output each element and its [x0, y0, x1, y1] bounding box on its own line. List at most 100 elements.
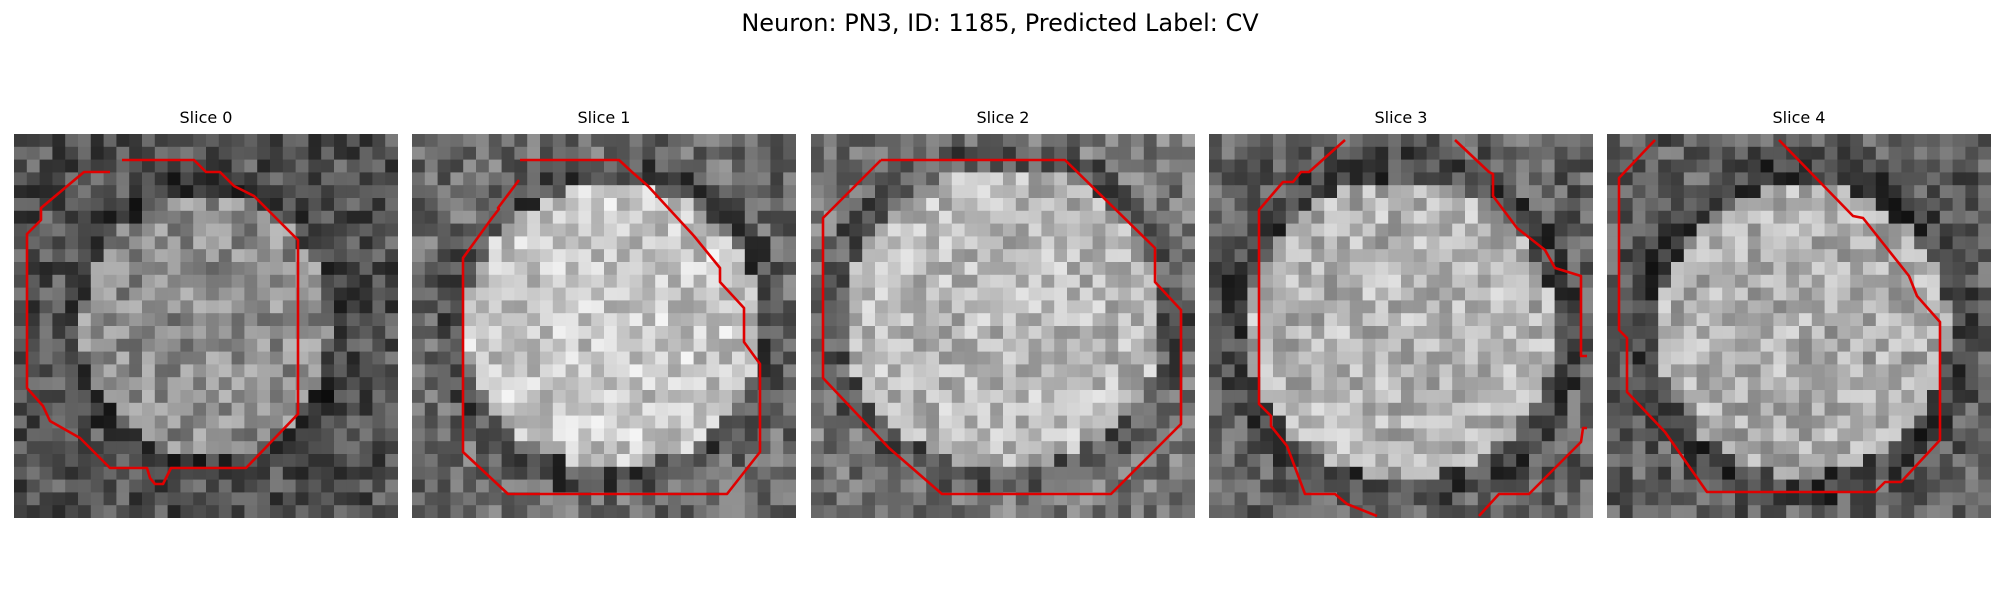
image-pixel — [1131, 287, 1145, 301]
image-pixel — [78, 249, 92, 263]
image-pixel — [1671, 454, 1685, 468]
image-pixel — [1439, 210, 1453, 224]
image-pixel — [1247, 249, 1261, 263]
image-pixel — [1118, 466, 1132, 480]
image-pixel — [629, 172, 643, 186]
image-pixel — [1965, 300, 1979, 314]
image-pixel — [1221, 236, 1235, 250]
image-pixel — [706, 287, 720, 301]
image-pixel — [1298, 198, 1312, 212]
image-pixel — [476, 287, 490, 301]
image-pixel — [1503, 415, 1517, 429]
image-pixel — [604, 505, 618, 518]
image-pixel — [1362, 236, 1376, 250]
image-pixel — [1632, 210, 1646, 224]
image-pixel — [142, 415, 156, 429]
image-pixel — [693, 146, 707, 160]
image-pixel — [1658, 415, 1672, 429]
image-pixel — [1067, 210, 1081, 224]
image-pixel — [629, 287, 643, 301]
image-pixel — [783, 236, 796, 250]
image-pixel — [1209, 505, 1223, 518]
image-pixel — [476, 377, 490, 391]
image-pixel — [116, 198, 130, 212]
image-pixel — [1671, 505, 1685, 518]
image-pixel — [218, 159, 232, 173]
image-pixel — [1375, 326, 1389, 340]
image-pixel — [616, 146, 630, 160]
image-pixel — [1503, 402, 1517, 416]
image-pixel — [1939, 185, 1953, 199]
image-pixel — [1324, 262, 1338, 276]
image-pixel — [295, 134, 309, 148]
image-pixel — [1426, 338, 1440, 352]
image-pixel — [1709, 146, 1723, 160]
image-pixel — [1811, 274, 1825, 288]
image-pixel — [1118, 454, 1132, 468]
image-pixel — [783, 134, 796, 148]
image-pixel — [1888, 402, 1902, 416]
image-pixel — [1632, 249, 1646, 263]
image-pixel — [1182, 479, 1195, 493]
image-pixel — [578, 185, 592, 199]
image-pixel — [591, 159, 605, 173]
image-pixel — [1028, 313, 1042, 327]
image-pixel — [206, 249, 220, 263]
image-pixel — [1247, 300, 1261, 314]
image-pixel — [578, 505, 592, 518]
image-pixel — [655, 415, 669, 429]
image-pixel — [1375, 492, 1389, 506]
image-pixel — [823, 402, 837, 416]
image-pixel — [655, 454, 669, 468]
image-pixel — [1580, 466, 1593, 480]
image-pixel — [1324, 505, 1338, 518]
image-pixel — [1079, 274, 1093, 288]
image-pixel — [129, 326, 143, 340]
image-pixel — [1863, 274, 1877, 288]
image-pixel — [770, 134, 784, 148]
image-pixel — [1978, 351, 1991, 365]
image-pixel — [142, 390, 156, 404]
image-pixel — [450, 274, 464, 288]
image-pixel — [14, 402, 28, 416]
image-pixel — [1477, 313, 1491, 327]
image-pixel — [604, 377, 618, 391]
image-pixel — [1337, 479, 1351, 493]
image-pixel — [1273, 326, 1287, 340]
image-pixel — [501, 300, 515, 314]
image-pixel — [244, 300, 258, 314]
image-pixel — [1799, 351, 1813, 365]
image-pixel — [783, 300, 796, 314]
image-pixel — [1388, 377, 1402, 391]
image-pixel — [1683, 223, 1697, 237]
image-pixel — [1927, 390, 1941, 404]
image-pixel — [1671, 466, 1685, 480]
image-pixel — [1671, 364, 1685, 378]
image-pixel — [65, 441, 79, 455]
image-pixel — [1131, 441, 1145, 455]
image-pixel — [1671, 428, 1685, 442]
image-pixel — [1439, 390, 1453, 404]
image-pixel — [1888, 326, 1902, 340]
image-pixel — [744, 198, 758, 212]
image-pixel — [1567, 287, 1581, 301]
image-pixel — [1452, 326, 1466, 340]
image-pixel — [1696, 415, 1710, 429]
image-pixel — [1324, 287, 1338, 301]
image-pixel — [849, 134, 863, 148]
image-pixel — [39, 159, 53, 173]
image-pixel — [680, 351, 694, 365]
image-pixel — [849, 428, 863, 442]
image-pixel — [1811, 146, 1825, 160]
image-pixel — [1209, 479, 1223, 493]
image-pixel — [783, 146, 796, 160]
image-pixel — [540, 338, 554, 352]
image-pixel — [1273, 287, 1287, 301]
image-pixel — [90, 262, 104, 276]
image-pixel — [964, 415, 978, 429]
image-pixel — [783, 198, 796, 212]
image-pixel — [565, 223, 579, 237]
image-pixel — [282, 402, 296, 416]
image-pixel — [616, 274, 630, 288]
image-pixel — [1401, 262, 1415, 276]
